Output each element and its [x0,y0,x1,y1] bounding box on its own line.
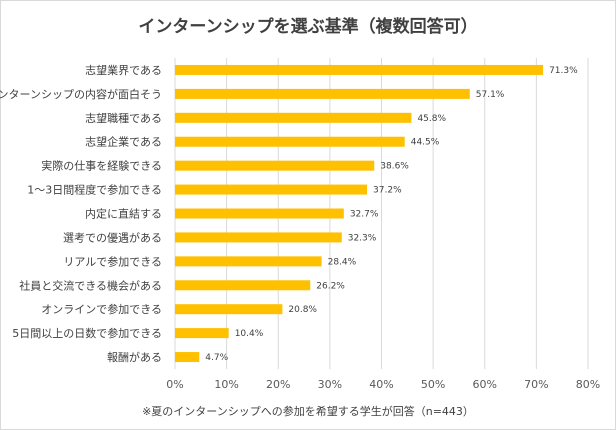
value-label: 37.2% [373,186,402,196]
category-label: リアルで参加できる [63,254,162,268]
x-tick-label: 50% [421,378,445,391]
category-label: オンラインで参加できる [41,302,162,316]
x-tick-label: 20% [266,378,290,391]
bar [175,112,412,123]
x-tick-label: 10% [214,378,238,391]
value-label: 26.2% [316,281,345,291]
x-tick-label: 80% [576,378,600,391]
value-label: 4.7% [205,353,228,363]
value-label: 44.5% [411,138,440,148]
bar [175,136,405,147]
bar [175,352,200,363]
bar [175,328,229,339]
value-label: 57.1% [476,90,505,100]
bar [175,256,322,267]
category-label: 社員と交流できる機会がある [19,278,162,292]
category-label: 志望職種である [85,111,162,125]
x-tick-label: 70% [524,378,548,391]
x-tick-label: 0% [166,378,183,391]
bar [175,160,375,171]
bar [175,184,368,195]
value-label: 32.3% [348,233,377,243]
category-label: 報酬がある [107,350,162,364]
bar [175,208,344,219]
bar [175,88,470,99]
value-label: 10.4% [235,329,264,339]
bar [175,304,283,315]
x-tick-label: 60% [473,378,497,391]
x-tick-label: 30% [318,378,342,391]
category-label: 志望企業である [85,135,162,149]
chart-footnote: ※夏のインターンシップへの参加を希望する学生が回答（n=443） [142,405,474,418]
category-label: 1～3日間程度で参加できる [27,183,162,197]
category-label: インターンシップの内容が面白そう [0,87,162,101]
value-label: 32.7% [350,210,379,220]
category-label: 志望業界である [85,64,162,77]
value-label: 28.4% [328,257,357,267]
value-label: 20.8% [288,305,317,315]
bar [175,64,544,75]
chart-title: インターンシップを選ぶ基準（複数回答可） [138,17,478,37]
category-label: 選考での優遇がある [63,230,162,244]
bar [175,280,311,291]
value-label: 71.3% [549,66,578,76]
bar [175,232,342,243]
x-tick-label: 40% [369,378,393,391]
category-label: 内定に直結する [85,207,162,221]
value-label: 45.8% [417,114,446,124]
category-label: 5日間以上の日数で参加できる [12,326,162,340]
category-label: 実際の仕事を経験できる [41,159,162,173]
value-label: 38.6% [380,162,409,172]
